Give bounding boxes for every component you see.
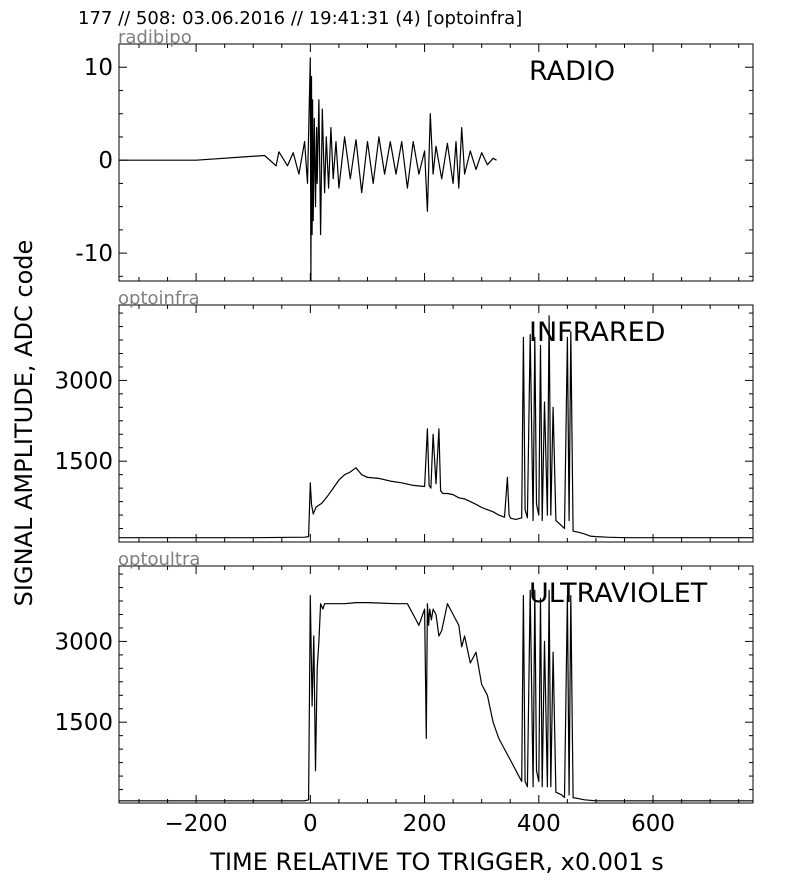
y-tick-label: 3000 (54, 368, 113, 394)
panel-title: INFRARED (529, 317, 665, 348)
panel-title: ULTRAVIOLET (529, 578, 708, 609)
page-title: 177 // 508: 03.06.2016 // 19:41:31 (4) [… (78, 8, 523, 29)
x-tick-label: 0 (303, 811, 318, 837)
x-tick-label: 400 (517, 811, 561, 837)
y-tick-label: 3000 (54, 629, 113, 655)
series-line-radibipo (119, 57, 497, 281)
series-line-optoultra (119, 589, 753, 802)
x-tick-label: 200 (403, 811, 447, 837)
panel-source-label: optoinfra (118, 288, 200, 309)
y-tick-label: 1500 (54, 449, 113, 475)
x-tick-label: −200 (165, 811, 228, 837)
series-line-optoinfra (119, 315, 753, 539)
y-tick-label: 0 (98, 148, 113, 174)
panel-title: RADIO (529, 56, 615, 87)
plot-frame-optoultra (118, 565, 754, 804)
x-tick-label: 600 (631, 811, 675, 837)
y-tick-label: -10 (75, 241, 113, 267)
panel-source-label: radibipo (118, 27, 192, 48)
x-axis-label: TIME RELATIVE TO TRIGGER, x0.001 s (210, 848, 664, 876)
plot-frame-radibipo (118, 43, 754, 282)
plot-frame-optoinfra (118, 304, 754, 543)
y-tick-label: 10 (84, 55, 113, 81)
y-tick-label: 1500 (54, 710, 113, 736)
panel-source-label: optoultra (118, 549, 200, 570)
